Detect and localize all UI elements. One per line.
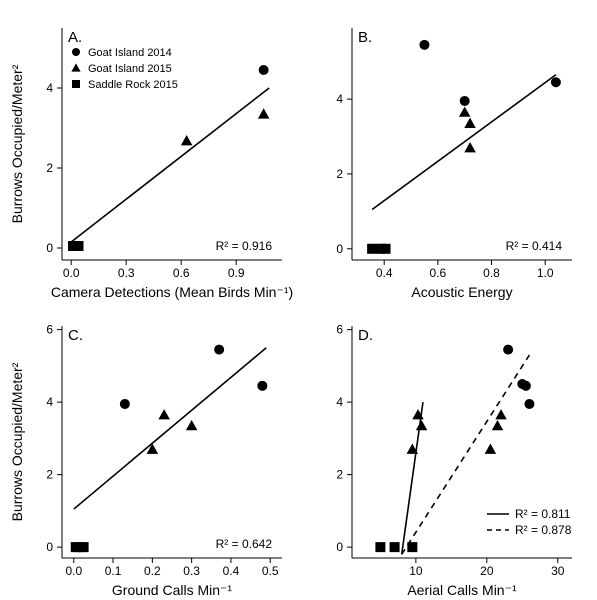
data-point bbox=[464, 118, 476, 128]
ytick-label: 4 bbox=[336, 92, 343, 106]
data-point bbox=[259, 65, 269, 75]
panel-B: 0.4 0.6 0.8 1.0 0 2 4 B. Acoustic Energy R² = 0.4… bbox=[336, 28, 572, 300]
regression-line bbox=[402, 355, 530, 554]
data-point bbox=[79, 542, 89, 552]
panel-label: B. bbox=[358, 29, 372, 46]
data-point bbox=[503, 345, 513, 355]
data-point bbox=[407, 542, 417, 552]
data-point bbox=[381, 244, 391, 254]
xtick-label: 20 bbox=[480, 564, 494, 578]
data-point bbox=[551, 77, 561, 87]
xtick-label: 0.0 bbox=[65, 564, 82, 578]
data-point bbox=[390, 542, 400, 552]
r2-label: R² = 0.642 bbox=[216, 537, 273, 551]
panel-label: A. bbox=[68, 29, 82, 46]
ytick-label: 2 bbox=[46, 161, 53, 175]
xtick-label: 0.2 bbox=[144, 564, 161, 578]
data-point bbox=[181, 135, 193, 145]
data-point bbox=[524, 399, 534, 409]
ytick-label: 0 bbox=[46, 241, 53, 255]
legend-label: Goat Island 2014 bbox=[88, 47, 172, 59]
ytick-label: 4 bbox=[336, 395, 343, 409]
y-axis-label: Burrows Occupied/Meter² bbox=[9, 64, 25, 223]
ytick-label: 2 bbox=[336, 468, 343, 482]
xtick-label: 0.9 bbox=[228, 266, 245, 280]
xtick-label: 0.3 bbox=[118, 266, 135, 280]
panel-C: 0.0 0.1 0.2 0.3 0.4 0.5 0 2 4 6 C. Ground Calls Min… bbox=[46, 323, 282, 598]
panel-label: C. bbox=[68, 327, 83, 344]
xtick-label: 0.0 bbox=[63, 266, 80, 280]
panel-D: 10 20 30 0 2 4 6 D. Aerial Calls Min⁻¹ R² = 0.811… bbox=[336, 323, 572, 598]
r2-label: R² = 0.878 bbox=[515, 523, 572, 537]
x-axis-label: Camera Detections (Mean Birds Min⁻¹) bbox=[51, 284, 293, 300]
xtick-label: 0.8 bbox=[483, 266, 500, 280]
data-point bbox=[485, 444, 497, 454]
ytick-label: 2 bbox=[46, 468, 53, 482]
scatter-panel-figure: 0.0 0.3 0.6 0.9 0 2 4 A. Camera Detections (Mean… bbox=[0, 0, 597, 600]
ytick-label: 0 bbox=[46, 540, 53, 554]
ytick-label: 6 bbox=[336, 323, 343, 337]
xtick-label: 30 bbox=[551, 564, 565, 578]
ytick-label: 4 bbox=[46, 395, 53, 409]
ytick-label: 6 bbox=[46, 323, 53, 337]
legend-label: Goat Island 2015 bbox=[88, 63, 172, 75]
xtick-label: 1.0 bbox=[537, 266, 554, 280]
data-point bbox=[120, 399, 130, 409]
xtick-label: 0.1 bbox=[105, 564, 122, 578]
legend-marker bbox=[72, 80, 80, 88]
xtick-label: 0.5 bbox=[262, 564, 279, 578]
data-point bbox=[214, 345, 224, 355]
xtick-label: 0.3 bbox=[183, 564, 200, 578]
xtick-label: 0.6 bbox=[173, 266, 190, 280]
ytick-label: 0 bbox=[336, 540, 343, 554]
data-point bbox=[464, 142, 476, 152]
panel-A: 0.0 0.3 0.6 0.9 0 2 4 A. Camera Detections (Mean… bbox=[46, 28, 293, 300]
data-point bbox=[74, 241, 84, 251]
xtick-label: 0.4 bbox=[376, 266, 393, 280]
data-point bbox=[258, 108, 270, 118]
data-point bbox=[521, 381, 531, 391]
xtick-label: 10 bbox=[409, 564, 423, 578]
data-point bbox=[158, 409, 170, 419]
x-axis-label: Acoustic Energy bbox=[411, 284, 512, 300]
ytick-label: 4 bbox=[46, 81, 53, 95]
legend-marker bbox=[71, 63, 80, 71]
data-point bbox=[495, 409, 507, 419]
regression-line bbox=[71, 88, 269, 242]
xtick-label: 0.6 bbox=[430, 266, 447, 280]
data-point bbox=[186, 420, 198, 430]
data-point bbox=[375, 542, 385, 552]
legend-label: Saddle Rock 2015 bbox=[88, 79, 178, 91]
xtick-label: 0.4 bbox=[223, 564, 240, 578]
x-axis-label: Ground Calls Min⁻¹ bbox=[112, 582, 233, 598]
data-point bbox=[492, 420, 504, 430]
r2-label: R² = 0.414 bbox=[506, 239, 563, 253]
r2-label: R² = 0.811 bbox=[515, 507, 571, 521]
r2-label: R² = 0.916 bbox=[216, 239, 273, 253]
data-point bbox=[459, 106, 471, 116]
y-axis-label: Burrows Occupied/Meter² bbox=[9, 362, 25, 521]
data-point bbox=[416, 420, 428, 430]
data-point bbox=[419, 40, 429, 50]
panel-label: D. bbox=[358, 327, 373, 344]
ytick-label: 0 bbox=[336, 242, 343, 256]
ytick-label: 2 bbox=[336, 167, 343, 181]
legend-marker bbox=[72, 48, 80, 56]
data-point bbox=[460, 96, 470, 106]
regression-line bbox=[74, 348, 267, 509]
regression-line bbox=[372, 75, 556, 210]
x-axis-label: Aerial Calls Min⁻¹ bbox=[407, 582, 517, 598]
data-point bbox=[147, 444, 159, 454]
data-point bbox=[257, 381, 267, 391]
